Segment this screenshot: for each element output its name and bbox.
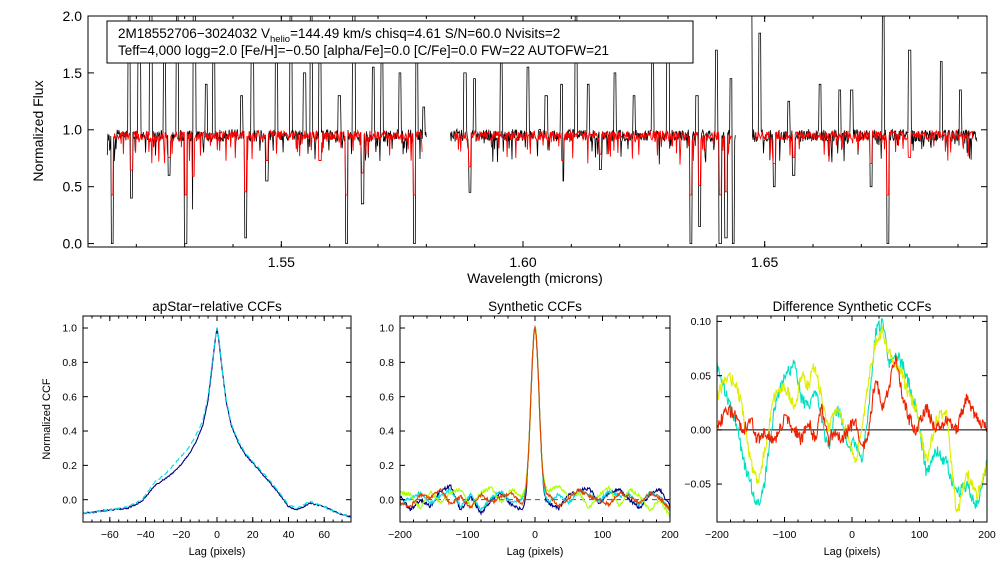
apstar-ccf-series-group [83, 327, 351, 519]
apstar-ccf-ytick-label: 0.6 [62, 391, 77, 403]
apstar-ccf-ytick-label: 0.0 [62, 494, 77, 506]
synthetic-ccf-axis-ticks: −200 −100 0 100 200 0.0 0.2 0.4 0.6 0.8 1.0 [379, 316, 679, 541]
difference-ccf-title: Difference Synthetic CCFs [773, 299, 932, 314]
spectrum-annotation-box [106, 20, 694, 64]
apstar-ccf-xtick-label: −60 [101, 529, 119, 541]
apstar-ccf-ytick-label: 0.2 [62, 460, 77, 472]
synthetic-ccf-xtick-label: −100 [456, 529, 480, 541]
synthetic-ccf-series-group [400, 325, 670, 519]
apstar-ccf-plot-area [83, 327, 351, 519]
synthetic-ccf-xtick-label: 0 [532, 529, 538, 541]
spectrum-model-line-segment-1 [111, 128, 423, 196]
difference-ccf-ytick-label: −0.05 [684, 479, 711, 491]
apstar-ccf-title: apStar−relative CCFs [152, 299, 282, 314]
spectrum-ytick-label: 2.0 [63, 8, 83, 24]
difference-ccf-xtick-label: −100 [773, 529, 797, 541]
synthetic-ccf-xlabel: Lag (pixels) [507, 546, 564, 558]
apstar-ccf-series-visit-2 [83, 327, 351, 519]
synthetic-ccf-series-visit-4 [400, 325, 670, 511]
spectrum-series-group [106, 16, 978, 244]
synthetic-ccf-ytick-label: 0.4 [379, 426, 394, 438]
spectrum-ytick-label: 1.0 [63, 122, 83, 138]
spectrum-model-line-segment-2 [453, 129, 732, 196]
spectrum-xtick-label: 1.60 [509, 254, 536, 270]
difference-ccf-xlabel: Lag (pixels) [824, 546, 881, 558]
spectrum-panel: 1.55 1.60 1.65 0.0 0.5 1.0 1.5 2.0 2M18552706−3… [30, 8, 988, 286]
spectrum-xlabel: Wavelength (microns) [467, 270, 603, 286]
difference-ccf-xtick-label: 0 [849, 529, 855, 541]
spectrum-plot-area [106, 16, 978, 244]
difference-ccf-xtick-label: 200 [978, 529, 996, 541]
spectrum-annotation-line2: Teff=4,000 logg=2.0 [Fe/H]=−0.50 [alpha/… [118, 43, 609, 58]
difference-ccf-series-visit-3 [717, 354, 987, 450]
difference-ccf-xtick-label: 100 [911, 529, 929, 541]
difference-ccf-series-visit-2 [717, 326, 987, 513]
apstar-ccf-xtick-label: 0 [214, 529, 220, 541]
difference-ccf-ytick-label: 0.10 [691, 316, 712, 328]
apstar-ccf-ytick-label: 0.4 [62, 426, 77, 438]
annotation-star-id: 2M18552706−3024032 V [118, 26, 270, 41]
difference-ccf-axis-ticks: −200 −100 0 100 200 −0.05 0.00 0.05 0.10 [684, 316, 996, 541]
synthetic-ccf-ytick-label: 0.0 [379, 494, 394, 506]
spectrum-ytick-label: 0.0 [63, 235, 83, 251]
apstar-ccf-ytick-label: 0.8 [62, 357, 77, 369]
synthetic-ccf-plot-area [400, 325, 670, 519]
spectrum-model-line-segment-3 [753, 129, 974, 196]
synthetic-ccf-ytick-label: 0.2 [379, 460, 394, 472]
difference-ccf-panel: Difference Synthetic CCFs −200 −100 0 100 20… [684, 299, 995, 558]
spectrum-annotation-line1: 2M18552706−3024032 Vhelio=144.49 km/s ch… [118, 26, 560, 45]
apstar-ccf-xtick-label: 40 [283, 529, 295, 541]
synthetic-ccf-ytick-label: 0.6 [379, 391, 394, 403]
spectrum-xtick-label: 1.65 [751, 254, 778, 270]
difference-ccf-ytick-label: 0.00 [691, 425, 712, 437]
synthetic-ccf-xtick-label: −200 [388, 529, 412, 541]
synthetic-ccf-xtick-label: 100 [594, 529, 612, 541]
annotation-fit-stats: =144.49 km/s chisq=4.61 S/N=60.0 Nvisits… [290, 26, 560, 41]
apstar-ccf-ytick-label: 1.0 [62, 323, 77, 335]
spectrum-axis-ticks: 1.55 1.60 1.65 0.0 0.5 1.0 1.5 2.0 [63, 8, 987, 270]
synthetic-ccf-xtick-label: 200 [661, 529, 679, 541]
apstar-ccf-series-visit-1 [83, 327, 351, 518]
difference-ccf-series-group [717, 318, 987, 513]
difference-ccf-series-visit-1 [717, 318, 987, 509]
difference-ccf-xtick-label: −200 [705, 529, 729, 541]
apstar-ccf-xlabel: Lag (pixels) [189, 546, 246, 558]
apstar-ccf-axis-ticks: −60 −40 −20 0 20 40 60 0.0 0.2 0.4 0.6 0.8 1.0 [62, 316, 352, 541]
spectrum-frame [87, 15, 988, 248]
synthetic-ccf-title: Synthetic CCFs [488, 299, 582, 314]
apstar-ccf-ylabel: Normalized CCF [41, 378, 53, 460]
apstar-ccf-xtick-label: 60 [318, 529, 330, 541]
spectrum-xtick-label: 1.55 [268, 254, 295, 270]
apstar-ccf-xtick-label: −40 [137, 529, 155, 541]
spectrum-ylabel: Normalized Flux [30, 80, 46, 181]
spectrum-ytick-label: 0.5 [63, 179, 83, 195]
apstar-ccf-panel: apStar−relative CCFs −60 −40 −20 0 20 40 60 0.0… [41, 299, 352, 558]
difference-ccf-plot-area [717, 318, 987, 513]
annotation-helio-subscript: helio [270, 34, 290, 45]
apstar-ccf-xtick-label: 20 [247, 529, 259, 541]
synthetic-ccf-panel: Synthetic CCFs −200 −100 0 100 200 0.0 0.2 0.4 0… [379, 299, 679, 558]
synthetic-ccf-ytick-label: 1.0 [379, 323, 394, 335]
spectrum-ytick-label: 1.5 [63, 65, 83, 81]
apstar-ccf-xtick-label: −20 [172, 529, 190, 541]
difference-ccf-ytick-label: 0.05 [691, 370, 712, 382]
synthetic-ccf-ytick-label: 0.8 [379, 357, 394, 369]
